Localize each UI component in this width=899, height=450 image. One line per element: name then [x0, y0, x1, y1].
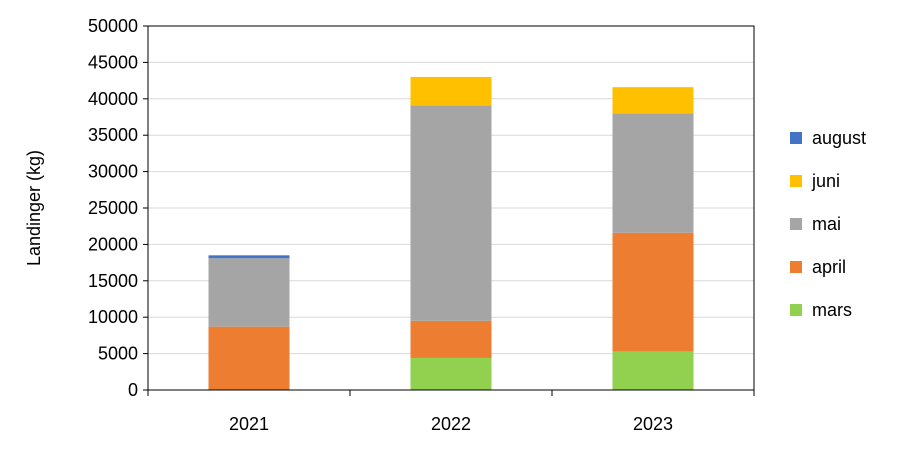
x-tick-label: 2023 [633, 414, 673, 434]
bar-segment-mai-2022 [410, 105, 492, 321]
y-tick-label: 10000 [88, 307, 138, 327]
y-tick-label: 0 [128, 380, 138, 400]
legend-swatch-mai [790, 218, 802, 230]
legend-label-april: april [812, 257, 846, 277]
bar-segment-juni-2023 [612, 87, 694, 114]
y-axis-title: Landinger (kg) [24, 150, 44, 266]
y-tick-label: 35000 [88, 125, 138, 145]
y-tick-label: 20000 [88, 234, 138, 254]
legend-label-juni: juni [811, 171, 840, 191]
legend: august juni mai april mars [790, 128, 866, 320]
bar-segment-mars-2022 [410, 357, 492, 390]
bar-segment-mars-2023 [612, 351, 694, 390]
legend-swatch-august [790, 132, 802, 144]
legend-label-august: august [812, 128, 866, 148]
y-tick-label: 30000 [88, 162, 138, 182]
x-tick-label: 2022 [431, 414, 471, 434]
y-tick-label: 50000 [88, 16, 138, 36]
y-axis-ticks: 0 5000 10000 15000 20000 25000 30000 35000 40000… [88, 16, 148, 400]
y-tick-label: 25000 [88, 198, 138, 218]
bar-segment-mai-2023 [612, 113, 694, 233]
y-tick-label: 5000 [98, 344, 138, 364]
bar-segment-april-2021 [208, 326, 290, 390]
bar-segment-april-2022 [410, 320, 492, 358]
bars [208, 76, 694, 390]
legend-swatch-april [790, 261, 802, 273]
x-tick-label: 2021 [229, 414, 269, 434]
legend-swatch-mars [790, 304, 802, 316]
bar-segment-april-2023 [612, 232, 694, 352]
bar-segment-august-2021 [208, 255, 290, 259]
bar-segment-juni-2022 [410, 76, 492, 106]
y-tick-label: 15000 [88, 271, 138, 291]
x-axis-ticks: 2021 2022 2023 [147, 390, 755, 434]
legend-label-mars: mars [812, 300, 852, 320]
y-tick-label: 40000 [88, 89, 138, 109]
legend-swatch-juni [790, 175, 802, 187]
legend-label-mai: mai [812, 214, 841, 234]
bar-segment-mai-2021 [208, 258, 290, 327]
y-tick-label: 45000 [88, 52, 138, 72]
